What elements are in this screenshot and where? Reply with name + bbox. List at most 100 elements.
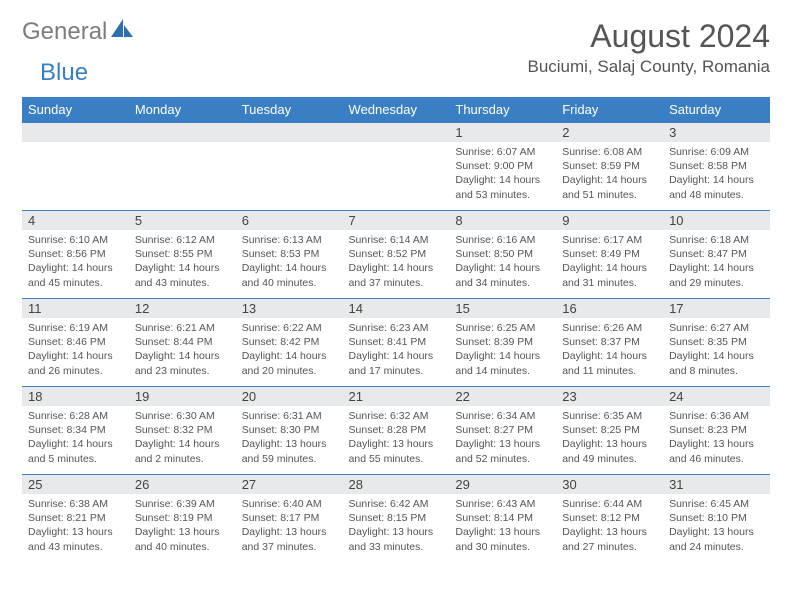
cell-body: Sunrise: 6:31 AMSunset: 8:30 PMDaylight:… (236, 406, 343, 470)
cell-body: Sunrise: 6:17 AMSunset: 8:49 PMDaylight:… (556, 230, 663, 294)
day-number: 25 (22, 474, 129, 494)
daylight-text: Daylight: 14 hours and 5 minutes. (28, 437, 123, 465)
cell-body: Sunrise: 6:28 AMSunset: 8:34 PMDaylight:… (22, 406, 129, 470)
sunset-text: Sunset: 8:37 PM (562, 335, 657, 349)
sunset-text: Sunset: 8:50 PM (455, 247, 550, 261)
sunrise-text: Sunrise: 6:34 AM (455, 409, 550, 423)
brand-word1: General (22, 18, 107, 46)
brand-sail-icon (111, 18, 133, 46)
brand-logo: General (22, 18, 133, 46)
sunrise-text: Sunrise: 6:44 AM (562, 497, 657, 511)
sunset-text: Sunset: 8:55 PM (135, 247, 230, 261)
sunrise-text: Sunrise: 6:39 AM (135, 497, 230, 511)
cell-body: Sunrise: 6:07 AMSunset: 9:00 PMDaylight:… (449, 142, 556, 206)
daylight-text: Daylight: 13 hours and 52 minutes. (455, 437, 550, 465)
calendar-cell: 13Sunrise: 6:22 AMSunset: 8:42 PMDayligh… (236, 298, 343, 386)
sunrise-text: Sunrise: 6:23 AM (349, 321, 444, 335)
calendar-cell: 14Sunrise: 6:23 AMSunset: 8:41 PMDayligh… (343, 298, 450, 386)
cell-body: Sunrise: 6:21 AMSunset: 8:44 PMDaylight:… (129, 318, 236, 382)
calendar-week-row: 1Sunrise: 6:07 AMSunset: 9:00 PMDaylight… (22, 122, 770, 210)
sunset-text: Sunset: 8:58 PM (669, 159, 764, 173)
calendar-cell: 7Sunrise: 6:14 AMSunset: 8:52 PMDaylight… (343, 210, 450, 298)
cell-body: Sunrise: 6:32 AMSunset: 8:28 PMDaylight:… (343, 406, 450, 470)
cell-body: Sunrise: 6:22 AMSunset: 8:42 PMDaylight:… (236, 318, 343, 382)
calendar-week-row: 18Sunrise: 6:28 AMSunset: 8:34 PMDayligh… (22, 386, 770, 474)
sunset-text: Sunset: 8:35 PM (669, 335, 764, 349)
sunrise-text: Sunrise: 6:40 AM (242, 497, 337, 511)
day-number: 22 (449, 386, 556, 406)
month-title: August 2024 (527, 18, 770, 55)
cell-body: Sunrise: 6:45 AMSunset: 8:10 PMDaylight:… (663, 494, 770, 558)
calendar-cell: 19Sunrise: 6:30 AMSunset: 8:32 PMDayligh… (129, 386, 236, 474)
sunset-text: Sunset: 8:28 PM (349, 423, 444, 437)
cell-body: Sunrise: 6:14 AMSunset: 8:52 PMDaylight:… (343, 230, 450, 294)
calendar-cell: 22Sunrise: 6:34 AMSunset: 8:27 PMDayligh… (449, 386, 556, 474)
sunset-text: Sunset: 8:23 PM (669, 423, 764, 437)
daylight-text: Daylight: 13 hours and 33 minutes. (349, 525, 444, 553)
day-number: 18 (22, 386, 129, 406)
daylight-text: Daylight: 13 hours and 40 minutes. (135, 525, 230, 553)
sunrise-text: Sunrise: 6:13 AM (242, 233, 337, 247)
day-of-week-header: Tuesday (236, 97, 343, 122)
daylight-text: Daylight: 14 hours and 37 minutes. (349, 261, 444, 289)
daylight-text: Daylight: 14 hours and 48 minutes. (669, 173, 764, 201)
calendar-cell: 24Sunrise: 6:36 AMSunset: 8:23 PMDayligh… (663, 386, 770, 474)
daylight-text: Daylight: 13 hours and 46 minutes. (669, 437, 764, 465)
day-number: 23 (556, 386, 663, 406)
day-number: 2 (556, 122, 663, 142)
title-block: August 2024 Buciumi, Salaj County, Roman… (527, 18, 770, 77)
cell-body: Sunrise: 6:35 AMSunset: 8:25 PMDaylight:… (556, 406, 663, 470)
daylight-text: Daylight: 13 hours and 30 minutes. (455, 525, 550, 553)
daylight-text: Daylight: 14 hours and 26 minutes. (28, 349, 123, 377)
calendar-cell: 28Sunrise: 6:42 AMSunset: 8:15 PMDayligh… (343, 474, 450, 562)
sunset-text: Sunset: 8:41 PM (349, 335, 444, 349)
cell-body: Sunrise: 6:30 AMSunset: 8:32 PMDaylight:… (129, 406, 236, 470)
sunset-text: Sunset: 8:39 PM (455, 335, 550, 349)
sunrise-text: Sunrise: 6:22 AM (242, 321, 337, 335)
sunset-text: Sunset: 8:17 PM (242, 511, 337, 525)
calendar-cell: 17Sunrise: 6:27 AMSunset: 8:35 PMDayligh… (663, 298, 770, 386)
day-of-week-header: Friday (556, 97, 663, 122)
day-number: 13 (236, 298, 343, 318)
cell-body: Sunrise: 6:39 AMSunset: 8:19 PMDaylight:… (129, 494, 236, 558)
day-of-week-header: Thursday (449, 97, 556, 122)
day-number: 6 (236, 210, 343, 230)
sunset-text: Sunset: 8:42 PM (242, 335, 337, 349)
calendar-cell: 29Sunrise: 6:43 AMSunset: 8:14 PMDayligh… (449, 474, 556, 562)
location-subtitle: Buciumi, Salaj County, Romania (527, 57, 770, 77)
calendar-cell: 16Sunrise: 6:26 AMSunset: 8:37 PMDayligh… (556, 298, 663, 386)
calendar-cell: 10Sunrise: 6:18 AMSunset: 8:47 PMDayligh… (663, 210, 770, 298)
day-of-week-header: Sunday (22, 97, 129, 122)
cell-body: Sunrise: 6:13 AMSunset: 8:53 PMDaylight:… (236, 230, 343, 294)
sunrise-text: Sunrise: 6:10 AM (28, 233, 123, 247)
calendar-cell: 26Sunrise: 6:39 AMSunset: 8:19 PMDayligh… (129, 474, 236, 562)
day-number: 31 (663, 474, 770, 494)
sunset-text: Sunset: 8:44 PM (135, 335, 230, 349)
day-number (22, 122, 129, 142)
sunrise-text: Sunrise: 6:32 AM (349, 409, 444, 423)
day-number: 12 (129, 298, 236, 318)
sunset-text: Sunset: 8:52 PM (349, 247, 444, 261)
sunrise-text: Sunrise: 6:18 AM (669, 233, 764, 247)
calendar-cell: 21Sunrise: 6:32 AMSunset: 8:28 PMDayligh… (343, 386, 450, 474)
calendar-cell: 4Sunrise: 6:10 AMSunset: 8:56 PMDaylight… (22, 210, 129, 298)
day-number: 4 (22, 210, 129, 230)
calendar-cell: 8Sunrise: 6:16 AMSunset: 8:50 PMDaylight… (449, 210, 556, 298)
sunrise-text: Sunrise: 6:07 AM (455, 145, 550, 159)
daylight-text: Daylight: 14 hours and 11 minutes. (562, 349, 657, 377)
calendar-cell: 30Sunrise: 6:44 AMSunset: 8:12 PMDayligh… (556, 474, 663, 562)
sunrise-text: Sunrise: 6:36 AM (669, 409, 764, 423)
sunset-text: Sunset: 8:19 PM (135, 511, 230, 525)
cell-body: Sunrise: 6:38 AMSunset: 8:21 PMDaylight:… (22, 494, 129, 558)
calendar-cell: 1Sunrise: 6:07 AMSunset: 9:00 PMDaylight… (449, 122, 556, 210)
daylight-text: Daylight: 13 hours and 43 minutes. (28, 525, 123, 553)
daylight-text: Daylight: 13 hours and 49 minutes. (562, 437, 657, 465)
sunrise-text: Sunrise: 6:31 AM (242, 409, 337, 423)
day-number: 19 (129, 386, 236, 406)
sunrise-text: Sunrise: 6:43 AM (455, 497, 550, 511)
sunrise-text: Sunrise: 6:21 AM (135, 321, 230, 335)
day-of-week-header-row: SundayMondayTuesdayWednesdayThursdayFrid… (22, 97, 770, 122)
daylight-text: Daylight: 13 hours and 37 minutes. (242, 525, 337, 553)
daylight-text: Daylight: 14 hours and 34 minutes. (455, 261, 550, 289)
calendar-week-row: 11Sunrise: 6:19 AMSunset: 8:46 PMDayligh… (22, 298, 770, 386)
